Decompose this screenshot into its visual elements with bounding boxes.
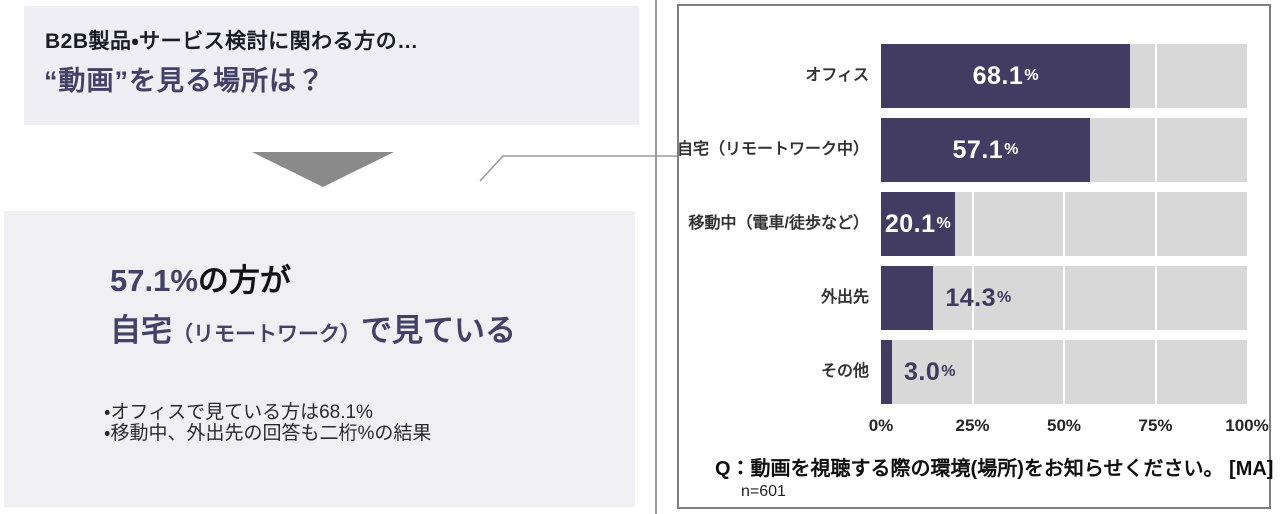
plot-area: 68.1% 57.1% 20.1% 14.3% 3.0% [881,44,1247,404]
category-label: オフィス [805,67,869,85]
gridline [971,44,974,404]
result-headline-line2: 自宅（リモートワーク）で見ている [110,305,516,350]
bar [881,192,955,256]
down-arrow-icon [252,152,394,187]
gridline [1063,44,1065,404]
bar [881,340,892,404]
note-line: ・移動中、外出先の回答も二桁%の結果 [104,423,432,444]
x-axis-tick: 25% [955,416,990,435]
survey-question: Q：動画を視聴する際の環境(場所)をお知らせください。 [MA] [715,458,1274,480]
x-axis-tick: 75% [1138,416,1173,435]
bar-value-label: 20.1% [884,209,951,238]
intro-question: “動画”を見る場所は？ [44,66,325,96]
bar-value-label: 14.3% [945,283,1012,312]
bar-value-label: 57.1% [952,135,1019,164]
callout-line [479,155,680,182]
note-line: ・オフィスで見ている方は68.1% [104,402,373,423]
bar [881,118,1090,182]
chart-panel: オフィス自宅（リモートワーク中） 移動中（電車/徒歩など） 外出先その他 68.1%… [676,4,1274,509]
category-label: 自宅（リモートワーク中） [676,141,869,159]
x-axis-tick: 0% [868,416,894,435]
category-label: その他 [820,363,869,381]
intro-heading: B2B製品・サービス検討に関わる方の… [45,30,419,53]
headline-tail: で見ている [361,313,516,348]
gridline [1154,44,1157,404]
headline-suffix: の方が [197,263,291,298]
x-axis-tick: 100% [1225,416,1269,435]
bar [881,266,934,330]
intro-box: B2B製品・サービス検討に関わる方の… “動画”を見る場所は？ [24,6,639,125]
category-label: 移動中（電車/徒歩など） [688,215,869,233]
headline-value: 57.1% [110,263,198,298]
bar [881,44,1131,108]
vertical-divider [655,0,657,514]
sample-size: n=601 [741,483,786,500]
chart-body: オフィス自宅（リモートワーク中） 移動中（電車/徒歩など） 外出先その他 68.1%… [676,6,1269,507]
result-notes: ・オフィスで見ている方は68.1% ・移動中、外出先の回答も二桁%の結果 [104,402,431,444]
result-headline-line1: 57.1%の方が [110,255,291,300]
bar-value-label: 68.1% [972,61,1039,90]
headline-place: 自宅 [110,313,172,348]
bar-value-label: 3.0% [903,357,956,386]
result-box: 57.1%の方が 自宅（リモートワーク）で見ている ・オフィスで見ている方は68… [4,211,635,507]
x-axis-tick: 50% [1046,416,1082,435]
headline-paren: （リモートワーク） [172,323,361,346]
category-label: 外出先 [820,289,869,307]
